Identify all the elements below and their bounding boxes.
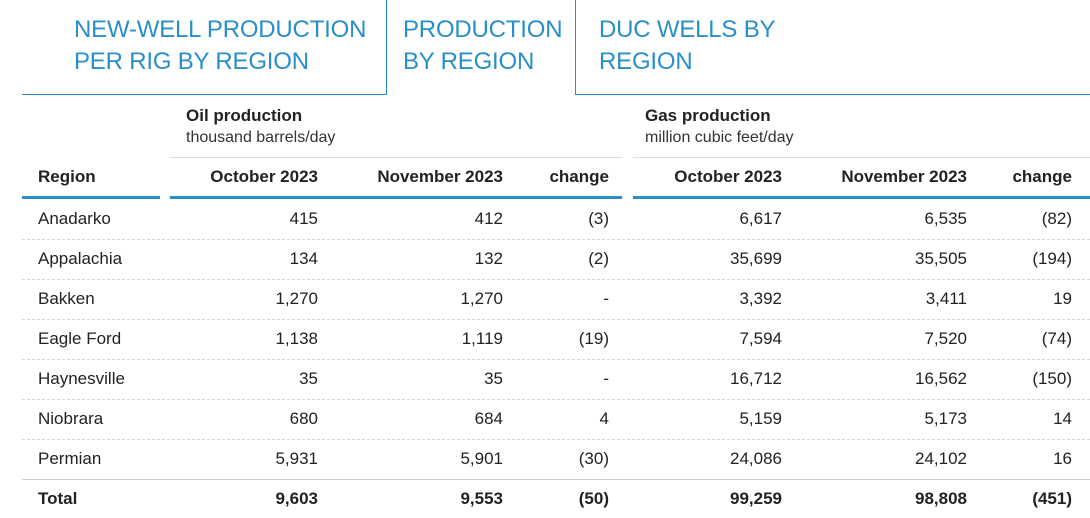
gas-november-cell: 16,562 [915,369,967,388]
oil-change-cell: (30) [578,449,609,468]
oil-change-cell: (2) [588,249,609,268]
oil-group-rule [170,157,622,158]
region-cell: Bakken [38,289,95,308]
row-separator [22,399,1090,400]
column-header-region: Region [38,167,96,186]
column-header-oil-november: November 2023 [377,167,503,186]
tab-bar-divider [22,94,387,95]
column-header-gas-change: change [1012,167,1072,186]
oil-november-cell: 684 [474,409,503,428]
oil-change-cell: (19) [578,329,609,348]
gas-october-cell: 7,594 [739,329,782,348]
gas-november-cell: 3,411 [925,289,967,308]
gas-october-cell: 5,159 [739,409,782,428]
tab-label: PRODUCTION BY REGION [403,16,563,75]
oil-october-cell: 9,603 [275,489,318,508]
gas-october-cell: 35,699 [730,249,782,268]
gas-change-cell: 16 [1053,449,1072,468]
tab-duc-wells-by-region[interactable]: DUC WELLS BY REGION [576,0,876,95]
gas-change-cell: (74) [1041,329,1072,348]
region-cell: Appalachia [38,249,123,268]
row-separator [22,359,1090,360]
oil-header-underline [170,196,622,199]
region-cell: Permian [38,449,102,468]
column-header-oil-change: change [549,167,609,186]
region-cell: Total [38,489,78,508]
gas-november-cell: 7,520 [924,329,967,348]
row-separator [22,279,1090,280]
gas-change-cell: 14 [1053,409,1072,428]
oil-november-cell: 9,553 [460,489,503,508]
oil-november-cell: 5,901 [460,449,503,468]
oil-production-unit: thousand barrels/day [186,129,336,146]
row-separator [22,319,1090,320]
region-cell: Niobrara [38,409,104,428]
gas-production-unit: million cubic feet/day [645,129,794,146]
oil-november-cell: 132 [474,249,503,268]
gas-group-rule [633,157,1090,158]
gas-november-cell: 98,808 [915,489,967,508]
gas-change-cell: 19 [1053,289,1072,308]
oil-change-cell: - [603,369,609,388]
oil-production-title: Oil production [186,106,303,125]
gas-october-cell: 6,617 [739,209,782,228]
table-row: Bakken 1,270 1,270 - 3,392 3,411 19 [22,279,1090,319]
oil-october-cell: 1,138 [275,329,318,348]
oil-october-cell: 415 [289,209,318,228]
gas-header-underline [633,196,1090,199]
oil-october-cell: 35 [299,369,318,388]
region-cell: Anadarko [38,209,111,228]
oil-change-cell: (50) [578,489,609,508]
row-separator [22,439,1090,440]
gas-production-title: Gas production [645,106,771,125]
oil-november-cell: 35 [484,369,503,388]
gas-november-cell: 6,535 [924,209,967,228]
gas-november-cell: 24,102 [915,449,967,468]
oil-change-cell: 4 [599,409,609,428]
region-cell: Eagle Ford [38,329,122,348]
gas-change-cell: (82) [1041,209,1072,228]
oil-october-cell: 5,931 [275,449,318,468]
table-row: Permian 5,931 5,901 (30) 24,086 24,102 16 [22,439,1090,479]
oil-october-cell: 680 [289,409,318,428]
tab-label: NEW-WELL PRODUCTION PER RIG BY REGION [74,16,367,75]
gas-change-cell: (194) [1032,249,1072,268]
row-separator [22,239,1090,240]
region-header-underline [22,196,160,199]
gas-november-cell: 5,173 [924,409,967,428]
tab-label: DUC WELLS BY REGION [599,16,776,75]
oil-change-cell: (3) [588,209,609,228]
region-cell: Haynesville [38,369,125,388]
gas-change-cell: (451) [1032,489,1072,508]
table-row: Haynesville 35 35 - 16,712 16,562 (150) [22,359,1090,399]
table-row: Anadarko 415 412 (3) 6,617 6,535 (82) [22,199,1090,239]
oil-october-cell: 134 [289,249,318,268]
oil-november-cell: 412 [474,209,503,228]
table-row: Appalachia 134 132 (2) 35,699 35,505 (194) [22,239,1090,279]
gas-change-cell: (150) [1032,369,1072,388]
column-header-gas-november: November 2023 [841,167,967,186]
table-row: Niobrara 680 684 4 5,159 5,173 14 [22,399,1090,439]
tab-bar: NEW-WELL PRODUCTION PER RIG BY REGION PR… [0,0,1090,96]
column-header-gas-october: October 2023 [674,167,782,186]
gas-october-cell: 24,086 [730,449,782,468]
oil-november-cell: 1,270 [460,289,503,308]
gas-november-cell: 35,505 [915,249,967,268]
tab-bar-divider [575,94,1090,95]
oil-november-cell: 1,119 [461,329,503,348]
gas-october-cell: 99,259 [730,489,782,508]
oil-change-cell: - [603,289,609,308]
tab-production-by-region[interactable]: PRODUCTION BY REGION [386,0,576,95]
column-header-oil-october: October 2023 [210,167,318,186]
oil-october-cell: 1,270 [275,289,318,308]
gas-october-cell: 16,712 [730,369,782,388]
tab-new-well-production-per-rig[interactable]: NEW-WELL PRODUCTION PER RIG BY REGION [22,0,387,95]
row-separator [22,479,1090,480]
total-row: Total 9,603 9,553 (50) 99,259 98,808 (451) [22,479,1090,518]
gas-october-cell: 3,392 [739,289,782,308]
table-row: Eagle Ford 1,138 1,119 (19) 7,594 7,520 (74) [22,319,1090,359]
